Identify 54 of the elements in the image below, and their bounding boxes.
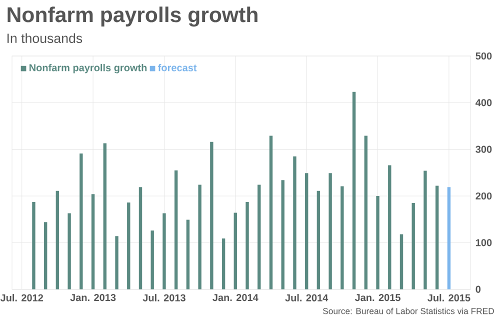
x-tick-label: Jul. 2013 (142, 294, 186, 302)
bar (115, 236, 118, 290)
y-tick-label: 500 (476, 52, 492, 60)
legend-label: Nonfarm payrolls growth (30, 64, 147, 74)
bar (281, 180, 284, 290)
bar (328, 173, 332, 290)
bar (246, 202, 249, 290)
y-tick-label: 0 (476, 286, 481, 293)
x-tick-label: Jul. 2012 (0, 294, 44, 302)
bar (91, 194, 95, 290)
bar (304, 173, 308, 290)
bar (32, 202, 36, 290)
bar (174, 170, 178, 290)
y-tick-label: 200 (476, 192, 492, 200)
bar (352, 92, 356, 290)
bar (424, 170, 427, 290)
bar (435, 186, 439, 290)
bar (258, 184, 261, 290)
bar (447, 187, 451, 290)
bar (234, 212, 238, 290)
bar (186, 220, 190, 290)
bar (269, 136, 273, 290)
bar (376, 196, 380, 290)
bar (68, 213, 71, 290)
chart-subtitle: In thousands (8, 33, 82, 44)
bar (293, 156, 296, 290)
y-tick-label: 300 (476, 146, 492, 153)
bar (56, 190, 60, 290)
bar (103, 143, 107, 290)
bar (162, 213, 166, 290)
bar (340, 186, 344, 290)
x-tick-label: Jan. 2013 (70, 294, 116, 302)
legend-label: forecast (158, 64, 197, 72)
bar (138, 187, 142, 290)
bar (388, 165, 392, 290)
x-tick-label: Jan. 2014 (212, 294, 258, 302)
bar (127, 202, 130, 290)
bar (412, 202, 415, 290)
bar (44, 222, 48, 290)
x-tick-label: Jan. 2015 (354, 294, 400, 302)
bar (150, 230, 154, 290)
bar (364, 136, 368, 290)
y-tick-label: 400 (476, 99, 492, 106)
x-tick-label: Jul. 2014 (285, 294, 328, 302)
bar (222, 238, 226, 290)
source-note: Source: Bureau of Labor Statistics via FRED (322, 308, 494, 314)
bar (80, 154, 83, 290)
bar (198, 184, 202, 290)
x-tick-label: Jul. 2015 (428, 294, 470, 302)
bar (400, 234, 404, 290)
bar (316, 190, 320, 290)
y-tick-label: 100 (476, 239, 492, 246)
chart-title: Nonfarm payrolls growth (8, 6, 258, 27)
bar (210, 142, 214, 290)
